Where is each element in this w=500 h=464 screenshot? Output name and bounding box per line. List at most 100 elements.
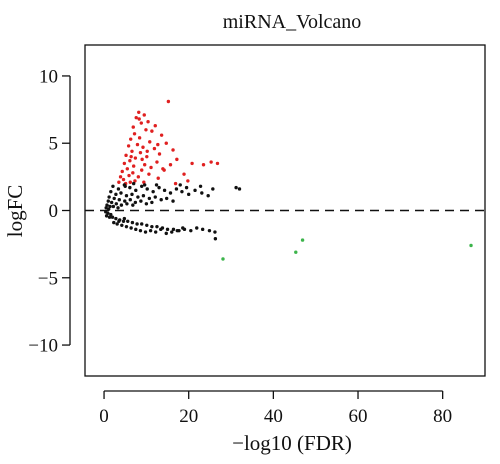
data-point-neutral xyxy=(211,187,215,191)
data-point-up xyxy=(209,160,213,164)
data-point-up xyxy=(138,150,143,155)
x-tick-label: 80 xyxy=(433,406,452,427)
data-point-neutral xyxy=(130,192,134,197)
data-point-up xyxy=(146,119,150,124)
data-point-up xyxy=(132,132,137,136)
data-point-up xyxy=(156,142,160,147)
y-tick-label: 5 xyxy=(49,134,59,155)
data-point-up xyxy=(145,149,149,153)
data-point-neutral xyxy=(104,206,108,210)
data-point-neutral xyxy=(148,228,153,233)
data-point-up xyxy=(136,175,141,179)
y-tick-label: −10 xyxy=(28,336,58,357)
data-point-neutral xyxy=(155,224,159,229)
data-point-neutral xyxy=(213,230,217,234)
data-point-neutral xyxy=(193,188,197,193)
x-tick-label: 20 xyxy=(179,406,198,427)
data-point-neutral xyxy=(128,198,132,202)
data-point-up xyxy=(168,163,173,167)
data-point-neutral xyxy=(138,228,143,233)
data-point-neutral xyxy=(207,228,212,233)
data-point-neutral xyxy=(153,230,158,234)
data-point-up xyxy=(142,180,146,184)
data-point-up xyxy=(117,180,121,184)
x-axis: 0 20 40 60 80 xyxy=(99,390,452,427)
data-point-neutral xyxy=(234,185,238,190)
data-point-up xyxy=(139,121,143,125)
data-point-up xyxy=(157,152,162,156)
data-point-down xyxy=(294,250,298,254)
data-point-neutral xyxy=(108,204,112,209)
data-point-neutral xyxy=(117,198,121,202)
data-point-up xyxy=(120,169,124,174)
data-point-neutral xyxy=(109,189,113,194)
data-point-up xyxy=(126,144,131,148)
data-point-up xyxy=(127,173,131,178)
data-point-neutral xyxy=(142,183,147,187)
data-point-up xyxy=(201,163,206,167)
data-point-up xyxy=(131,171,135,175)
data-point-neutral xyxy=(131,181,136,186)
data-point-up xyxy=(129,154,133,159)
data-point-neutral xyxy=(129,226,133,230)
data-point-up xyxy=(173,181,178,186)
data-point-neutral xyxy=(109,200,114,205)
data-point-neutral xyxy=(159,227,163,232)
data-point-up xyxy=(140,157,144,162)
data-point-up xyxy=(129,137,133,141)
data-point-neutral xyxy=(111,204,116,209)
data-point-neutral xyxy=(119,191,123,195)
data-point-down xyxy=(469,243,473,248)
data-point-up xyxy=(149,165,153,170)
data-point-up xyxy=(148,140,152,144)
data-point-up xyxy=(124,153,128,158)
data-point-up xyxy=(142,163,147,167)
y-tick-label: 0 xyxy=(49,201,59,222)
data-point-neutral xyxy=(107,195,111,199)
y-tick-label: −5 xyxy=(38,268,58,289)
data-point-neutral xyxy=(150,224,154,229)
data-point-neutral xyxy=(117,219,121,223)
data-point-neutral xyxy=(111,184,115,188)
data-point-up xyxy=(135,142,140,147)
data-point-neutral xyxy=(114,216,118,221)
data-point-neutral xyxy=(109,212,113,217)
data-point-up xyxy=(145,154,149,159)
data-point-neutral xyxy=(107,215,112,219)
data-point-down xyxy=(221,257,225,261)
data-point-up xyxy=(137,110,141,114)
data-point-neutral xyxy=(112,196,116,201)
data-point-up xyxy=(171,148,175,152)
data-point-up xyxy=(121,177,126,182)
data-point-neutral xyxy=(153,195,157,199)
data-point-up xyxy=(131,164,136,168)
data-point-neutral xyxy=(195,226,199,230)
data-point-neutral xyxy=(187,192,191,197)
data-point-neutral xyxy=(119,203,124,207)
x-tick-label: 60 xyxy=(349,406,368,427)
data-point-neutral xyxy=(151,189,155,194)
x-axis-title: −log10 (FDR) xyxy=(232,431,352,455)
data-point-up xyxy=(166,99,171,104)
data-point-neutral xyxy=(165,227,170,232)
data-point-up xyxy=(137,136,142,140)
data-point-neutral xyxy=(178,183,182,187)
data-point-neutral xyxy=(144,202,149,206)
data-point-neutral xyxy=(171,227,176,232)
data-point-neutral xyxy=(114,192,118,197)
data-point-up xyxy=(131,125,135,129)
data-point-neutral xyxy=(114,202,119,206)
data-point-up xyxy=(137,117,141,121)
data-point-up xyxy=(156,176,160,180)
data-point-up xyxy=(147,172,151,176)
data-point-neutral xyxy=(140,184,144,188)
data-point-neutral xyxy=(143,230,148,234)
data-point-neutral xyxy=(157,185,161,190)
data-point-neutral xyxy=(122,216,127,221)
data-point-neutral xyxy=(162,188,167,193)
data-point-neutral xyxy=(105,203,109,207)
data-point-neutral xyxy=(124,224,129,229)
data-point-up xyxy=(186,179,190,183)
data-point-up xyxy=(141,145,145,149)
